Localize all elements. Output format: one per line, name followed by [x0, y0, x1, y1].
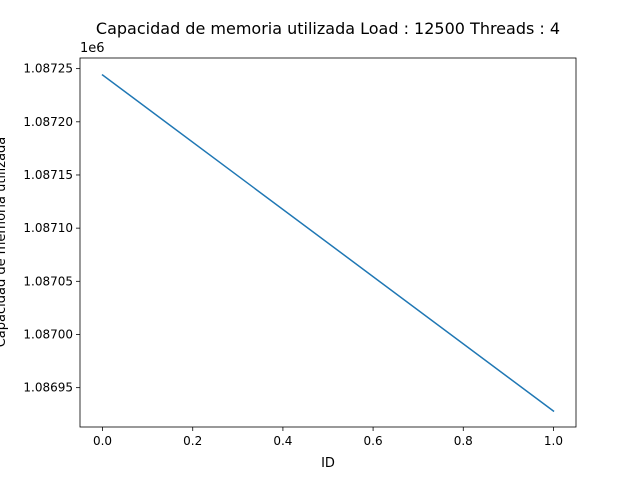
y-tick-label: 1.08695 [23, 381, 73, 395]
series-line-0 [101, 73, 555, 413]
y-tick-label: 1.08715 [23, 168, 73, 182]
plot-frame [79, 57, 577, 428]
y-tick-label: 1.08725 [23, 62, 73, 76]
x-tick-label: 0.4 [273, 434, 292, 448]
x-axis-label: ID [321, 456, 335, 471]
y-tick-label: 1.08710 [23, 221, 73, 235]
chart-title: Capacidad de memoria utilizada Load : 12… [96, 19, 560, 38]
x-tick-label: 0.0 [93, 434, 112, 448]
x-tick-label: 0.8 [454, 434, 473, 448]
y-offset-label: 1e6 [80, 41, 105, 56]
x-tick-label: 0.2 [183, 434, 202, 448]
axes: 0.0 0.2 0.4 0.6 0.8 1.0 1.08695 1.08700 1.08705 1… [23, 57, 577, 448]
y-tick-label: 1.08705 [23, 274, 73, 288]
y-tick-label: 1.08720 [23, 115, 73, 129]
x-tick-label: 0.6 [364, 434, 383, 448]
y-axis-label: Capacidad de memoria utilizada [0, 137, 9, 348]
x-tick-label: 1.0 [544, 434, 563, 448]
y-tick-label: 1.08700 [23, 327, 73, 341]
